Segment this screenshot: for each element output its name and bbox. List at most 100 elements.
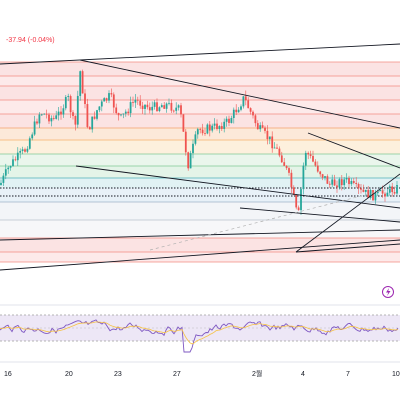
candle-body <box>381 189 384 194</box>
band-3 <box>0 86 400 100</box>
trendline[interactable] <box>0 43 400 65</box>
candle-body <box>156 102 158 112</box>
candle-body <box>386 192 389 197</box>
candle-body <box>98 106 101 111</box>
candle-body <box>16 152 19 161</box>
candle-body <box>124 111 127 114</box>
candle-body <box>228 118 230 123</box>
candle-body <box>14 159 17 161</box>
candle-body <box>285 165 288 169</box>
candle-body <box>331 179 334 185</box>
candle-body <box>24 149 26 152</box>
trendline[interactable] <box>239 207 400 223</box>
candle-body <box>180 105 182 115</box>
rsi-ma-line <box>0 321 399 345</box>
candle-body <box>266 130 269 140</box>
candle-body <box>146 104 149 108</box>
candle-body <box>21 149 24 152</box>
candle-body <box>369 190 372 198</box>
band-13 <box>0 220 400 238</box>
candle-body <box>69 96 72 113</box>
candle-body <box>194 134 197 144</box>
candle-body <box>201 129 204 134</box>
candle-body <box>153 102 156 107</box>
x-axis-label: 20 <box>65 371 73 378</box>
candle-body <box>326 176 329 184</box>
candle-body <box>376 191 379 194</box>
candle-body <box>343 179 346 186</box>
trendline[interactable] <box>295 243 400 253</box>
candle-body <box>120 114 122 116</box>
candle-body <box>117 113 120 116</box>
candle-body <box>338 179 341 188</box>
candle-body <box>295 194 298 208</box>
candle-body <box>79 71 82 96</box>
trendline[interactable] <box>79 59 400 129</box>
candle-body <box>36 121 38 124</box>
candle-body <box>187 152 190 169</box>
band-10 <box>0 178 400 188</box>
candle-body <box>357 183 360 189</box>
candle-body <box>0 182 2 185</box>
candle-body <box>288 168 290 173</box>
candle-body <box>33 121 36 135</box>
dotted-levels <box>0 187 400 197</box>
trendline[interactable] <box>75 165 400 209</box>
candle-body <box>136 99 139 101</box>
candle-body <box>170 102 173 111</box>
candle-body <box>96 110 98 119</box>
candle-body <box>165 103 168 109</box>
trendline[interactable] <box>0 229 400 241</box>
candle-body <box>182 114 185 132</box>
band-1 <box>0 62 400 76</box>
candle-body <box>160 105 163 108</box>
candle-body <box>110 93 113 95</box>
candle-body <box>309 154 312 156</box>
x-axis-label: 27 <box>173 371 181 378</box>
dashed-projection-line[interactable] <box>149 185 400 251</box>
candle-body <box>74 115 77 125</box>
candle-body <box>60 111 62 115</box>
candle-body <box>72 112 74 116</box>
candle-body <box>189 153 192 169</box>
candle-body <box>230 118 233 123</box>
candle-body <box>108 93 110 101</box>
candle-body <box>360 188 362 190</box>
candle-body <box>324 176 326 178</box>
candle-body <box>283 162 286 166</box>
candle-body <box>278 148 281 156</box>
candle-body <box>93 116 96 119</box>
candle-body <box>314 161 317 166</box>
candle-body <box>50 118 53 122</box>
candle-body <box>348 177 350 185</box>
x-axis[interactable]: 16 20 23 27 2월 4 7 10 <box>4 369 400 378</box>
rsi-line <box>0 319 399 353</box>
x-axis-label: 2월 <box>252 369 262 378</box>
candle-body <box>336 185 338 188</box>
candle-body <box>333 179 336 186</box>
candle-body <box>12 159 14 166</box>
trendline[interactable] <box>307 132 400 169</box>
candle-body <box>67 96 70 97</box>
candle-body <box>244 96 247 101</box>
candle-body <box>271 136 274 149</box>
candle-body <box>105 98 108 101</box>
trendline[interactable] <box>0 239 400 271</box>
candle-body <box>252 111 254 116</box>
band-8 <box>0 154 400 166</box>
candle-body <box>319 171 322 175</box>
candle-body <box>84 93 86 105</box>
candle-body <box>52 118 55 119</box>
lightning-bolt-icon[interactable] <box>382 286 394 298</box>
candle-body <box>312 155 314 162</box>
candle-body <box>208 124 211 131</box>
x-axis-label: 7 <box>346 371 350 378</box>
candle-body <box>393 192 396 194</box>
band-14 <box>0 238 400 252</box>
candle-body <box>388 186 391 193</box>
candle-body <box>151 106 154 111</box>
candle-body <box>31 134 34 139</box>
trendline[interactable] <box>295 173 400 253</box>
candle-body <box>364 189 367 192</box>
